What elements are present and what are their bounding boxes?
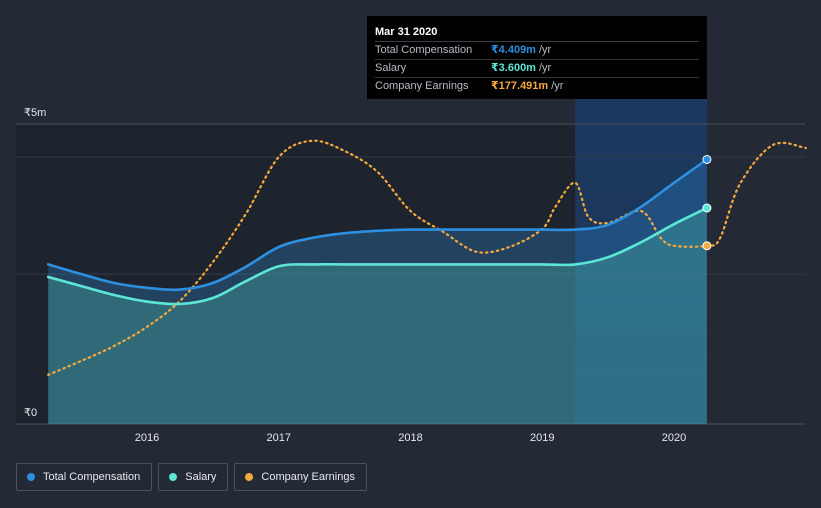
- legend-item-total-compensation[interactable]: Total Compensation: [16, 463, 153, 491]
- tooltip-label: Total Compensation: [375, 44, 473, 56]
- tooltip-row-earnings: Company Earnings ₹177.491m /yr: [375, 78, 699, 95]
- x-tick-label: 2019: [530, 432, 554, 444]
- series-area-salary: [48, 208, 707, 424]
- tooltip-unit: /yr: [538, 44, 552, 56]
- tooltip-label: Company Earnings: [375, 80, 469, 92]
- tooltip-value: ₹4.409m: [491, 44, 536, 56]
- point-marker-salary: [702, 203, 712, 213]
- legend-dot-icon: [27, 473, 35, 481]
- point-marker-company-earnings: [702, 241, 712, 251]
- legend-dot-icon: [245, 473, 254, 481]
- tooltip-unit: /yr: [538, 62, 552, 74]
- series-line-salary: [46, 206, 709, 306]
- tooltip-unit: /yr: [551, 80, 564, 92]
- series-line-total-compensation: [46, 158, 709, 292]
- legend-item-salary[interactable]: Salary: [158, 463, 229, 491]
- y-tick-label: ₹5m: [24, 107, 46, 119]
- point-marker-total-compensation: [702, 154, 712, 164]
- y-tick-label: ₹0: [24, 407, 37, 419]
- tooltip-value: ₹3.600m: [491, 62, 536, 74]
- legend-label: Total Compensation: [43, 471, 141, 483]
- x-tick-label: 2017: [267, 432, 291, 444]
- x-tick-label: 2016: [135, 432, 159, 444]
- tooltip-label: Salary: [375, 62, 407, 74]
- tooltip-date: Mar 31 2020: [375, 24, 699, 42]
- legend-item-company-earnings[interactable]: Company Earnings: [234, 463, 367, 491]
- legend: Total Compensation Salary Company Earnin…: [16, 463, 367, 491]
- tooltip-value: ₹177.491m: [491, 80, 549, 92]
- legend-label: Company Earnings: [261, 471, 355, 483]
- x-tick-label: 2018: [398, 432, 422, 444]
- tooltip: Mar 31 2020 Total Compensation ₹4.409m /…: [367, 16, 707, 99]
- series-area-total-compensation: [48, 159, 707, 424]
- legend-dot-icon: [169, 473, 178, 481]
- legend-label: Salary: [185, 471, 217, 483]
- series-line-company-earnings: [47, 139, 807, 376]
- tooltip-row-total: Total Compensation ₹4.409m /yr: [375, 42, 699, 60]
- tooltip-row-salary: Salary ₹3.600m /yr: [375, 60, 699, 78]
- x-tick-label: 2020: [662, 432, 686, 444]
